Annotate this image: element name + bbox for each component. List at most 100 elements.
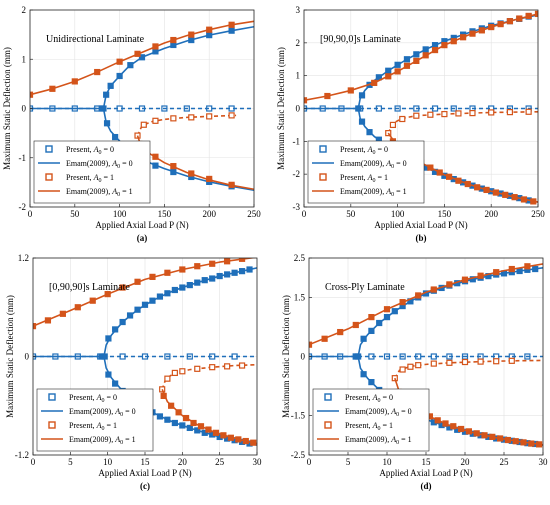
data-point [427, 164, 434, 171]
data-point [461, 358, 469, 366]
x-axis-label: Applied Axial Load P (N) [374, 220, 467, 230]
y-tick-label: 1 [296, 71, 301, 81]
x-tick-label: 0 [31, 457, 36, 467]
data-point [209, 364, 216, 371]
x-tick-label: 10 [103, 457, 113, 467]
data-point [112, 380, 119, 387]
x-tick-label: 250 [247, 209, 261, 219]
legend: Present, A0 = 0 Emam(2009), A0 = 0 Present… [36, 388, 154, 452]
legend-entry: Present, A0 = 0 [66, 145, 114, 156]
y-tick-label: 2 [296, 38, 301, 48]
data-point [179, 422, 186, 429]
y-axis-label: Maximum Static Deflection (mm) [2, 47, 12, 170]
data-point [391, 308, 398, 315]
data-point [170, 168, 177, 176]
data-point [156, 293, 164, 300]
y-tick-label: 1 [22, 54, 27, 64]
data-point [171, 369, 178, 377]
data-point [441, 110, 448, 118]
data-point [212, 429, 220, 436]
data-point [242, 437, 249, 445]
laminate-annotation: [0,90,90]s Laminate [49, 282, 130, 293]
data-point [105, 335, 112, 342]
data-point [455, 177, 462, 184]
legend-marker [324, 393, 332, 401]
legend-entry: Emam(2009), A0 = 0 [345, 407, 412, 418]
data-point [171, 419, 178, 427]
panel-label: (a) [137, 233, 148, 243]
legend-box [33, 140, 151, 204]
series-line [33, 258, 257, 327]
data-point [235, 436, 242, 443]
data-point [511, 194, 518, 201]
data-point [383, 314, 391, 321]
data-point [413, 51, 420, 58]
y-tick-label: -1.2 [15, 450, 29, 460]
legend-entry: Emam(2009), A0 = 0 [340, 159, 407, 170]
data-point [504, 436, 511, 444]
data-point [175, 409, 182, 416]
data-point [458, 425, 465, 433]
x-tick-label: 0 [307, 457, 312, 467]
legend-marker [319, 173, 327, 181]
data-point [134, 306, 141, 313]
legend: Present, A0 = 0 Emam(2009), A0 = 0 Present… [312, 388, 430, 452]
data-point [228, 112, 235, 119]
x-axis-label: Applied Axial Load P (N) [379, 468, 472, 478]
data-point [436, 169, 443, 176]
data-point [138, 54, 146, 61]
legend-marker [48, 421, 56, 429]
data-point [450, 423, 457, 430]
y-tick-label: 0 [301, 352, 306, 362]
legend: Present, A0 = 0 Emam(2009), A0 = 0 Present… [33, 140, 151, 204]
data-point [250, 439, 257, 446]
x-tick-label: 150 [158, 209, 172, 219]
data-point [493, 358, 500, 365]
series-line [30, 20, 254, 96]
data-point [201, 429, 208, 436]
data-point [360, 371, 367, 378]
data-point [156, 413, 164, 420]
legend-marker [48, 393, 56, 401]
data-point [525, 108, 532, 115]
data-point [103, 120, 111, 127]
legend-entry: Emam(2009), A0 = 1 [66, 187, 133, 198]
data-point [520, 439, 527, 446]
data-point [224, 271, 231, 278]
x-tick-label: 25 [215, 457, 225, 467]
data-point [399, 366, 406, 373]
y-tick-label: 0 [296, 104, 301, 114]
data-point [512, 438, 519, 445]
data-point [194, 365, 201, 372]
data-point [389, 121, 397, 129]
legend-entry: Emam(2009), A0 = 1 [340, 187, 407, 198]
x-axis-label: Applied Axial Load P (N) [95, 220, 188, 230]
legend-marker [45, 145, 53, 153]
data-point [101, 353, 108, 360]
data-point [206, 113, 213, 120]
data-point [535, 441, 543, 448]
x-tick-label: 25 [500, 457, 510, 467]
data-point [160, 392, 167, 399]
x-tick-label: 0 [28, 209, 33, 219]
legend-box [307, 140, 425, 204]
legend-entry: Emam(2009), A0 = 0 [66, 159, 133, 170]
x-tick-label: 100 [113, 209, 127, 219]
x-tick-label: 100 [391, 209, 405, 219]
x-tick-label: 200 [484, 209, 498, 219]
laminate-annotation: Cross-Ply Laminate [325, 282, 405, 293]
x-tick-label: 50 [346, 209, 356, 219]
data-point [107, 82, 114, 89]
data-point [209, 275, 216, 282]
data-point [164, 290, 171, 297]
y-tick-label: -1.5 [291, 411, 306, 421]
data-point [170, 41, 177, 49]
x-tick-label: 0 [302, 209, 307, 219]
data-point [360, 335, 367, 342]
legend-entry: Present, A0 = 0 [345, 393, 393, 404]
legend-box [312, 388, 430, 452]
y-axis-label: Maximum Static Deflection (mm) [5, 295, 15, 418]
data-point [431, 42, 439, 49]
legend-entry: Emam(2009), A0 = 0 [69, 407, 136, 418]
